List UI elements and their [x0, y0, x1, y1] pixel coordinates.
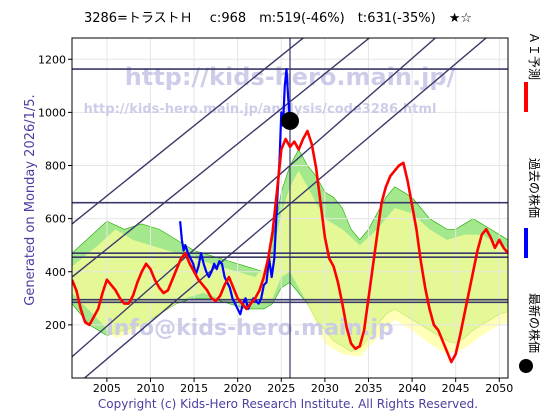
legend-label: ＡＩ予測 [527, 32, 541, 80]
past-price-line [179, 67, 292, 316]
y-tick-label: 1000 [38, 106, 66, 119]
x-tick-label: 2040 [398, 382, 426, 395]
y-axis: 200 400 600 800 1000 1200 [38, 53, 72, 332]
watermark-mid: http://kids-hero.main.jp/analysis/code32… [84, 102, 437, 117]
copyright-text: Copyright (c) Kids-Hero Research Institu… [98, 397, 478, 411]
lines-layer [72, 38, 508, 378]
plot-frame [71, 37, 509, 379]
y-tick-label: 800 [45, 160, 66, 173]
x-tick-label: 2050 [485, 382, 513, 395]
latest-price-dot [281, 111, 299, 130]
x-tick-label: 2030 [311, 382, 339, 395]
x-tick-label: 2015 [180, 382, 208, 395]
plot-area: http://kids-hero.main.jp/ http://kids-he… [71, 37, 509, 379]
x-tick-label: 2035 [354, 382, 382, 395]
legend-label: 最新の株価 [527, 293, 542, 353]
y-tick-label: 600 [45, 213, 66, 226]
y-tick-label: 400 [45, 266, 66, 279]
generated-date-label: Generated on Monday 2026/1/5. [23, 94, 38, 305]
y-tick-label: 1200 [38, 53, 66, 66]
chart-title: 3286=トラストＨ c:968 m:519(-46%) t:631(-35%)… [84, 11, 472, 26]
series-layer [72, 67, 508, 364]
legend-label: 過去の株価 [527, 158, 542, 218]
y-tick-label: 200 [45, 319, 66, 332]
x-tick-label: 2045 [442, 382, 470, 395]
x-tick-label: 2005 [93, 382, 121, 395]
legend-swatch-dot [519, 359, 533, 373]
x-tick-label: 2010 [136, 382, 164, 395]
ai-forecast-line [72, 129, 508, 364]
x-axis: 2005 2010 2015 2020 2025 2030 2035 2040 2045 2050 [93, 378, 513, 395]
x-tick-label: 2020 [224, 382, 252, 395]
x-tick-label: 2025 [267, 382, 295, 395]
